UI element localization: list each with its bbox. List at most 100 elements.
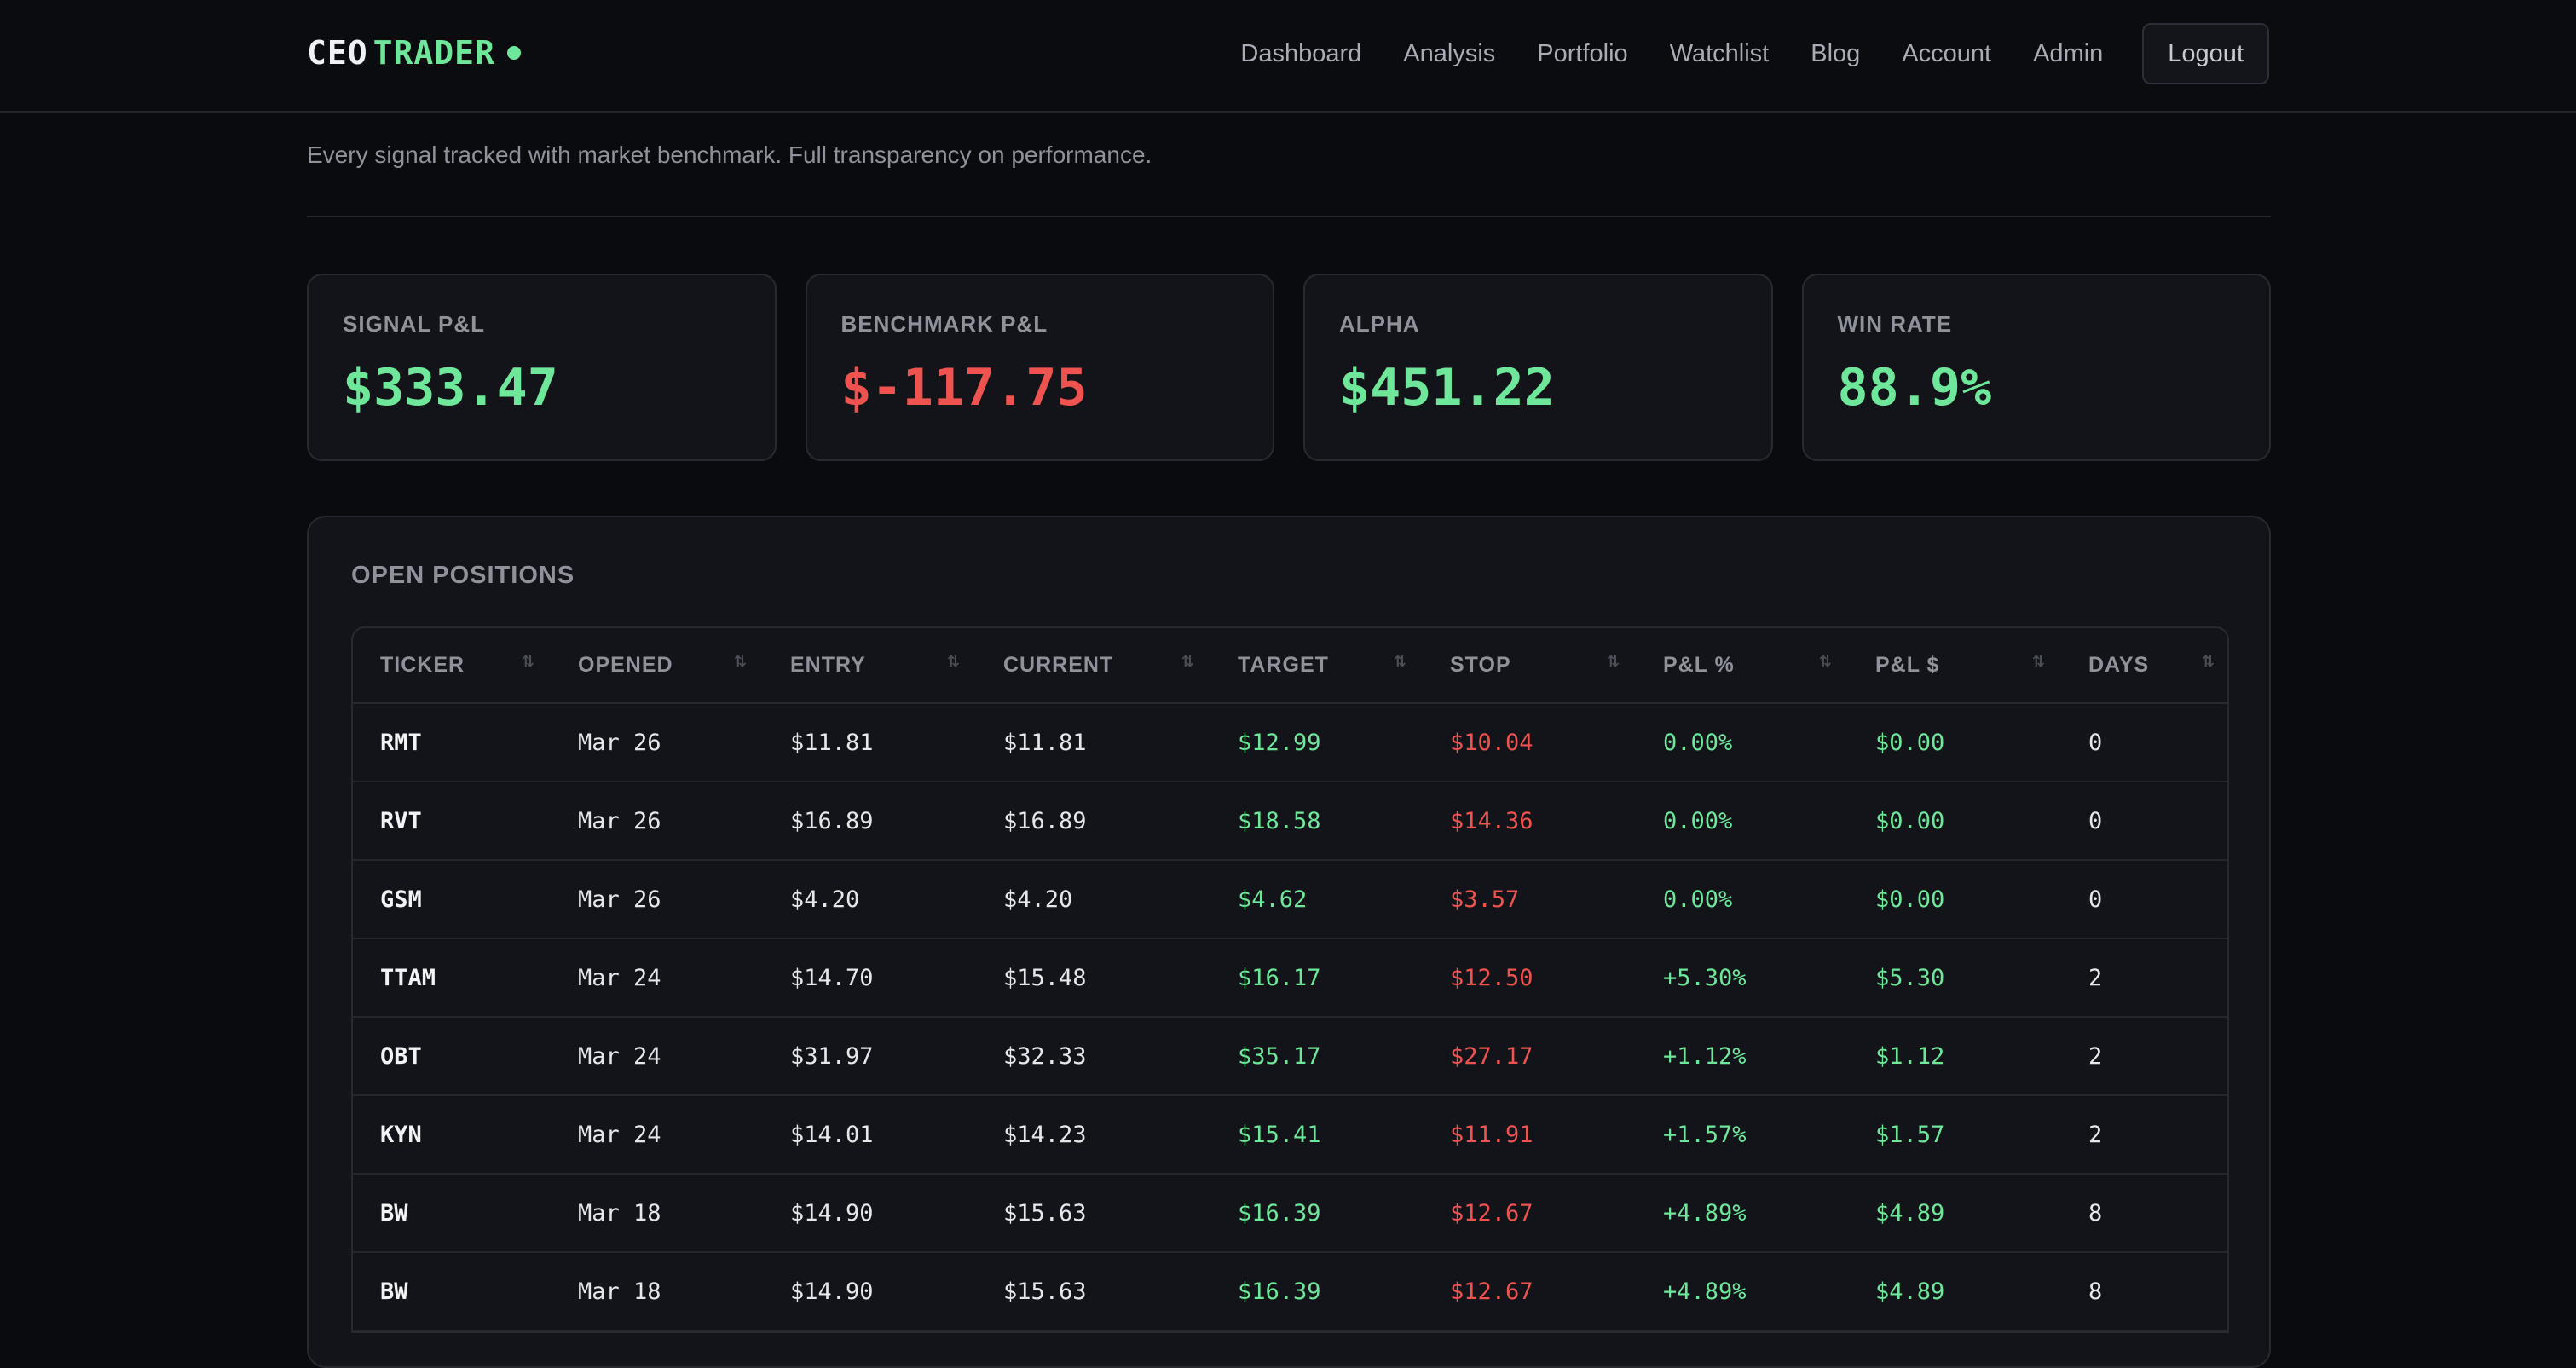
cell-entry: $4.20: [763, 860, 976, 939]
cell-pnl-usd: $0.00: [1848, 703, 2061, 782]
sort-arrows-icon[interactable]: ⇅: [733, 653, 748, 670]
table-row[interactable]: TTAM Mar 24 $14.70 $15.48 $16.17 $12.50 +5.30%…: [353, 938, 2227, 1018]
page-subtitle: Every signal tracked with market benchma…: [307, 141, 1152, 168]
column-header-stop[interactable]: STOP ⇅: [1423, 628, 1636, 704]
column-header-label: STOP: [1450, 653, 1511, 677]
nav-link-portfolio[interactable]: Portfolio: [1537, 39, 1628, 67]
cell-pnl-usd: $1.12: [1848, 1017, 2061, 1096]
column-header-target[interactable]: TARGET ⇅: [1210, 628, 1423, 704]
cell-target: $35.17: [1210, 1017, 1423, 1096]
cell-ticker: RMT: [353, 703, 551, 782]
cell-pnl-pct: +4.89%: [1636, 1174, 1848, 1253]
cell-pnl-pct: +5.30%: [1636, 938, 1848, 1018]
cell-stop: $3.57: [1423, 860, 1636, 939]
cell-target: $4.62: [1210, 860, 1423, 939]
nav-link-blog[interactable]: Blog: [1811, 39, 1861, 67]
stat-value: $451.22: [1339, 358, 1555, 418]
cell-current: $11.81: [976, 703, 1210, 782]
cell-pnl-usd: $5.30: [1848, 938, 2061, 1018]
sort-arrows-icon[interactable]: ⇅: [2201, 653, 2215, 670]
cell-stop: $11.91: [1423, 1095, 1636, 1175]
column-header-pnl-pct[interactable]: P&L % ⇅: [1636, 628, 1848, 704]
cell-target: $16.39: [1210, 1252, 1423, 1331]
cell-pnl-pct: +4.89%: [1636, 1252, 1848, 1331]
cell-opened: Mar 24: [551, 1095, 763, 1175]
column-header-label: P&L %: [1663, 653, 1735, 677]
cell-entry: $14.70: [763, 938, 976, 1018]
table-row[interactable]: RMT Mar 26 $11.81 $11.81 $12.99 $10.04 0.00% $0…: [353, 703, 2227, 782]
cell-opened: Mar 26: [551, 782, 763, 861]
cell-target: $16.39: [1210, 1174, 1423, 1253]
panel-title: OPEN POSITIONS: [351, 562, 575, 589]
cell-target: $18.58: [1210, 782, 1423, 861]
cell-opened: Mar 26: [551, 860, 763, 939]
cell-current: $16.89: [976, 782, 1210, 861]
section-divider: [307, 216, 2271, 217]
stat-label: BENCHMARK P&L: [840, 311, 1048, 337]
table-row[interactable]: OBT Mar 24 $31.97 $32.33 $35.17 $27.17 +1.12% $…: [353, 1017, 2227, 1096]
column-header-current[interactable]: CURRENT ⇅: [976, 628, 1210, 704]
nav-link-watchlist[interactable]: Watchlist: [1669, 39, 1770, 67]
column-header-ticker[interactable]: TICKER ⇅: [353, 628, 551, 704]
cell-days: 8: [2061, 1174, 2227, 1253]
stat-value: $333.47: [343, 358, 558, 418]
cell-current: $15.63: [976, 1252, 1210, 1331]
stat-label: ALPHA: [1339, 311, 1420, 337]
nav-link-dashboard[interactable]: Dashboard: [1240, 39, 1362, 67]
stat-cards: SIGNAL P&L $333.47 BENCHMARK P&L $-117.7…: [307, 274, 2271, 461]
cell-pnl-usd: $4.89: [1848, 1252, 2061, 1331]
stat-card-signal-pnl: SIGNAL P&L $333.47: [307, 274, 777, 461]
sort-arrows-icon[interactable]: ⇅: [1818, 653, 1833, 670]
cell-days: 0: [2061, 703, 2227, 782]
stat-value: $-117.75: [840, 358, 1088, 418]
cell-opened: Mar 18: [551, 1174, 763, 1253]
column-header-label: CURRENT: [1003, 653, 1114, 677]
nav-link-analysis[interactable]: Analysis: [1403, 39, 1496, 67]
cell-entry: $11.81: [763, 703, 976, 782]
main-nav: Dashboard Analysis Portfolio Watchlist B…: [1240, 23, 2269, 84]
sort-arrows-icon[interactable]: ⇅: [1606, 653, 1620, 670]
table-row[interactable]: BW Mar 18 $14.90 $15.63 $16.39 $12.67 +4.89% $4…: [353, 1174, 2227, 1253]
column-header-pnl-usd[interactable]: P&L $ ⇅: [1848, 628, 2061, 704]
column-header-days[interactable]: DAYS ⇅: [2061, 628, 2227, 704]
cell-ticker: BW: [353, 1174, 551, 1253]
logout-button[interactable]: Logout: [2142, 23, 2269, 84]
cell-stop: $14.36: [1423, 782, 1636, 861]
cell-entry: $14.01: [763, 1095, 976, 1175]
cell-days: 2: [2061, 1095, 2227, 1175]
stat-label: SIGNAL P&L: [343, 311, 485, 337]
cell-ticker: KYN: [353, 1095, 551, 1175]
cell-ticker: OBT: [353, 1017, 551, 1096]
logo-text-trader: TRADER: [373, 34, 495, 72]
brand-logo[interactable]: CEO TRADER: [307, 32, 521, 73]
cell-stop: $27.17: [1423, 1017, 1636, 1096]
column-header-label: OPENED: [578, 653, 673, 677]
sort-arrows-icon[interactable]: ⇅: [1393, 653, 1407, 670]
cell-stop: $12.50: [1423, 938, 1636, 1018]
column-header-label: TICKER: [380, 653, 465, 677]
cell-opened: Mar 18: [551, 1252, 763, 1331]
cell-pnl-usd: $4.89: [1848, 1174, 2061, 1253]
positions-table-container: TICKER ⇅ OPENED ⇅ ENTRY ⇅ CURRENT ⇅ TARGET ⇅ STOP ⇅…: [351, 626, 2229, 1333]
stat-label: WIN RATE: [1837, 311, 1953, 337]
stat-card-win-rate: WIN RATE 88.9%: [1801, 274, 2271, 461]
sort-arrows-icon[interactable]: ⇅: [1181, 653, 1195, 670]
table-row[interactable]: GSM Mar 26 $4.20 $4.20 $4.62 $3.57 0.00% $0.00 0: [353, 860, 2227, 939]
sort-arrows-icon[interactable]: ⇅: [521, 653, 535, 670]
cell-pnl-usd: $0.00: [1848, 782, 2061, 861]
nav-link-admin[interactable]: Admin: [2033, 39, 2104, 67]
logo-text-ceo: CEO: [307, 34, 368, 72]
cell-current: $14.23: [976, 1095, 1210, 1175]
cell-entry: $14.90: [763, 1174, 976, 1253]
sort-arrows-icon[interactable]: ⇅: [946, 653, 961, 670]
nav-link-account[interactable]: Account: [1902, 39, 1992, 67]
table-row[interactable]: RVT Mar 26 $16.89 $16.89 $18.58 $14.36 0.00% $0…: [353, 782, 2227, 861]
sort-arrows-icon[interactable]: ⇅: [2031, 653, 2046, 670]
open-positions-panel: OPEN POSITIONS TICKER ⇅ OPENED ⇅ ENTRY ⇅ CURRE…: [307, 516, 2271, 1368]
column-header-entry[interactable]: ENTRY ⇅: [763, 628, 976, 704]
table-row[interactable]: KYN Mar 24 $14.01 $14.23 $15.41 $11.91 +1.57% $…: [353, 1095, 2227, 1175]
stat-card-alpha: ALPHA $451.22: [1303, 274, 1773, 461]
column-header-opened[interactable]: OPENED ⇅: [551, 628, 763, 704]
cell-stop: $10.04: [1423, 703, 1636, 782]
table-row[interactable]: BW Mar 18 $14.90 $15.63 $16.39 $12.67 +4.89% $4…: [353, 1252, 2227, 1331]
